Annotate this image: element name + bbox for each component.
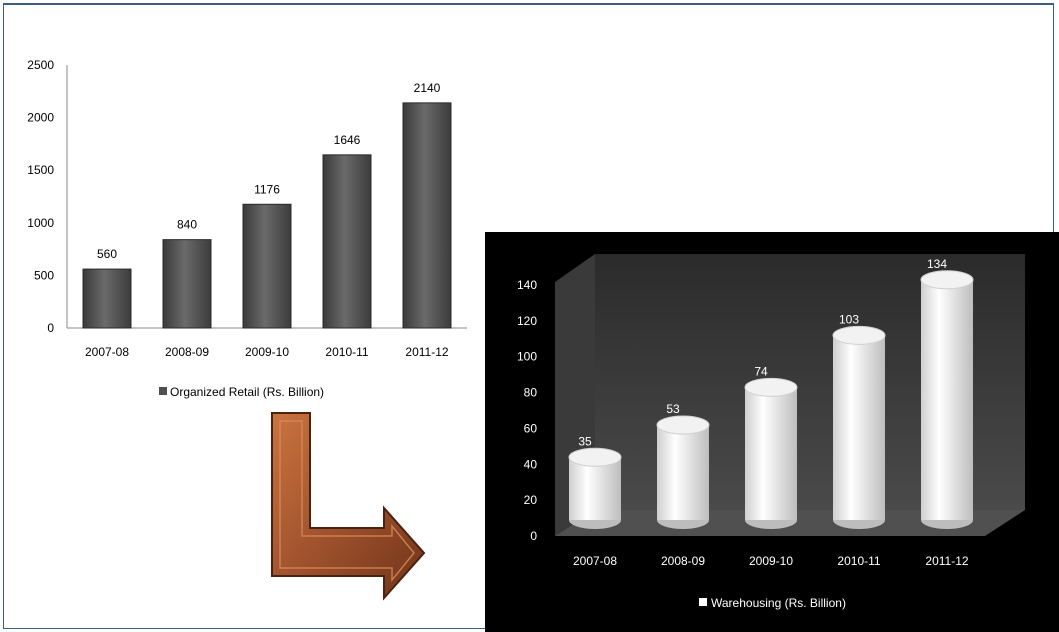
bar-2010-11 — [832, 325, 886, 529]
data-label: 74 — [754, 364, 768, 378]
bar-2009-10 — [744, 377, 798, 529]
data-label: 1646 — [334, 133, 361, 147]
y-tick-label: 2500 — [27, 58, 54, 72]
y-tick-label: 1500 — [27, 163, 54, 177]
y-tick-label: 0 — [47, 321, 54, 335]
cylinder-body-front — [657, 424, 709, 520]
x-tick-label: 2009-10 — [245, 345, 289, 359]
x-tick-label: 2010-11 — [325, 345, 368, 359]
legend-swatch — [159, 387, 167, 395]
organized-retail-chart: 0 500 1000 1500 2000 2500 560 2007-08 840 2008-09… — [27, 58, 467, 399]
x-tick-label: 2010-11 — [837, 554, 880, 568]
data-label: 1176 — [254, 182, 280, 196]
bar-2011-12 — [920, 270, 974, 529]
y-tick-label: 1000 — [27, 216, 54, 230]
y-tick-label: 20 — [524, 493, 538, 507]
y-tick-label: 0 — [530, 529, 537, 543]
y-tick-label: 40 — [524, 457, 538, 471]
bar-2008-09 — [162, 239, 212, 329]
y-tick-label: 80 — [524, 386, 538, 400]
data-label: 2140 — [414, 81, 441, 95]
cylinder-body-front — [921, 279, 973, 520]
legend-label: Warehousing (Rs. Billion) — [711, 596, 846, 610]
y-tick-label: 120 — [517, 314, 537, 328]
cylinder-body-front — [745, 387, 797, 520]
x-tick-label: 2011-12 — [925, 554, 968, 568]
cylinder-top — [920, 270, 974, 290]
cylinder-body-front — [833, 335, 885, 520]
y-tick-label: 60 — [524, 421, 538, 435]
warehousing-chart-panel: 0 20 40 60 80 100 120 140 35 2007-08 53 2008-09 74 20… — [485, 232, 1059, 632]
x-tick-label: 2008-09 — [165, 345, 209, 359]
legend-label: Organized Retail (Rs. Billion) — [170, 385, 324, 399]
data-label: 840 — [177, 218, 197, 232]
x-tick-label: 2011-12 — [405, 345, 448, 359]
cylinder-body-front — [569, 457, 621, 520]
bar-2007-08 — [82, 268, 132, 329]
bar-2011-12 — [402, 102, 452, 329]
x-tick-label: 2007-08 — [85, 345, 129, 359]
cylinder-top — [656, 415, 710, 435]
legend-swatch — [699, 598, 707, 606]
data-label: 35 — [578, 434, 592, 448]
bar-2008-09 — [656, 415, 710, 529]
cylinder-top — [744, 377, 798, 397]
x-tick-label: 2009-10 — [749, 554, 793, 568]
y-tick-label: 500 — [34, 268, 54, 282]
y-tick-label: 140 — [517, 278, 537, 292]
data-label: 53 — [666, 402, 680, 416]
bar-2010-11 — [322, 154, 372, 329]
x-tick-label: 2007-08 — [573, 554, 617, 568]
arrow-down-right-icon — [271, 412, 426, 601]
y-tick-label: 100 — [517, 350, 537, 364]
data-label: 560 — [97, 247, 117, 261]
cylinder-top — [568, 447, 622, 467]
bar-2007-08 — [568, 447, 622, 529]
warehousing-chart: 0 20 40 60 80 100 120 140 35 2007-08 53 2008-09 74 20… — [517, 254, 1025, 610]
x-tick-label: 2008-09 — [661, 554, 705, 568]
y-tick-label: 2000 — [27, 111, 54, 125]
cylinder-top — [832, 325, 886, 345]
data-label: 134 — [927, 257, 947, 271]
bar-2009-10 — [242, 203, 292, 329]
data-label: 103 — [839, 312, 859, 326]
